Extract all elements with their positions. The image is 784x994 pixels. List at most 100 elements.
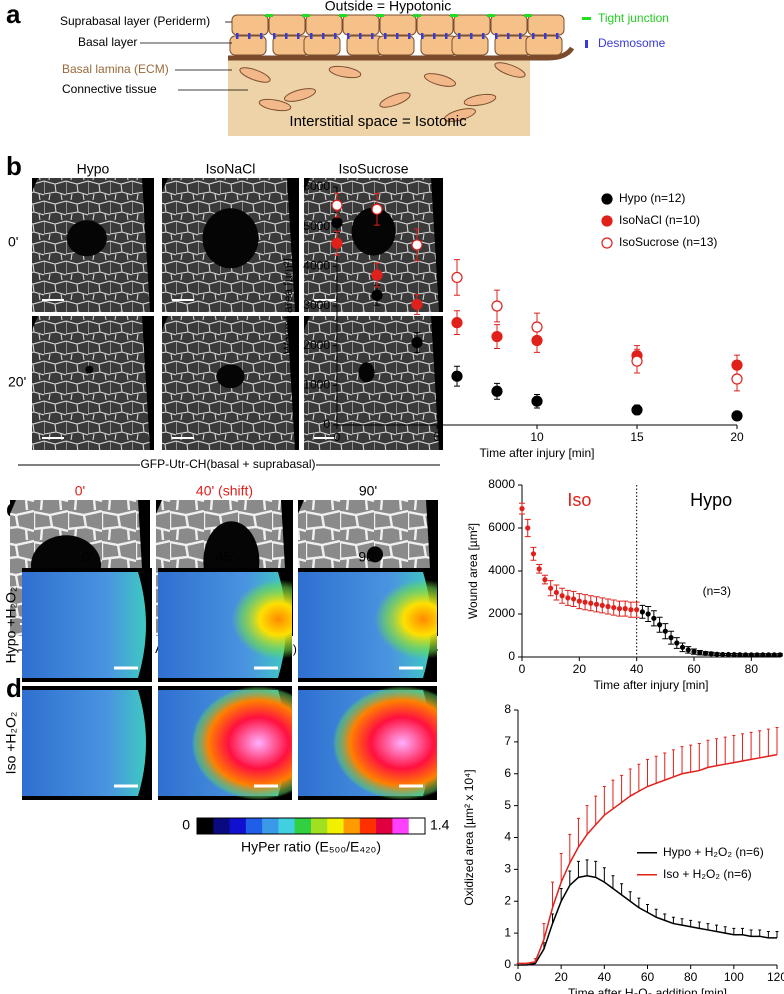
data-point <box>371 289 383 301</box>
wound <box>367 546 383 563</box>
desmosome-mark <box>519 33 522 39</box>
data-point <box>622 606 628 612</box>
connective-cell <box>258 98 292 112</box>
y-tick-label: 8000 <box>488 477 515 491</box>
suprabasal-cell <box>527 14 565 36</box>
data-point <box>553 589 560 596</box>
data-point <box>331 199 343 211</box>
data-point <box>331 217 343 229</box>
error-bar <box>766 931 770 938</box>
data-point <box>725 651 732 658</box>
y-tick-label: 5 <box>504 798 511 812</box>
legend-label: Hypo + H₂O₂ (n=6) <box>663 845 764 859</box>
error-bar <box>559 888 563 902</box>
error-bar <box>663 913 667 921</box>
wound <box>216 364 245 389</box>
x-tick-label: 80 <box>745 662 759 676</box>
error-bar <box>758 730 762 758</box>
colorbar-cell <box>359 818 377 834</box>
legend-label: Iso + H₂O₂ (n=6) <box>663 867 752 881</box>
error-bar <box>689 919 693 927</box>
error-bar <box>620 774 624 803</box>
connective-cell <box>494 62 526 78</box>
connective-cell <box>443 108 477 122</box>
data-point <box>714 651 720 657</box>
error-bar <box>732 735 736 763</box>
tight-junction-mark <box>487 14 495 17</box>
error-bar <box>706 739 710 768</box>
error-bar <box>775 931 779 938</box>
desmosome-mark <box>236 33 239 39</box>
data-point <box>691 649 697 655</box>
error-bar <box>594 795 598 825</box>
legend-desmosome-label: Desmosome <box>598 36 666 50</box>
tissue <box>22 690 146 796</box>
data-point <box>491 300 503 312</box>
error-bar <box>568 870 572 886</box>
desmosome-mark <box>470 33 473 39</box>
colorbar-max: 1.4 <box>430 817 450 833</box>
desmosome-mark <box>532 33 535 39</box>
error-bar <box>654 908 658 918</box>
data-point <box>685 647 691 653</box>
lamina-label: Basal lamina (ECM) <box>62 62 169 76</box>
connective-cell <box>379 92 411 108</box>
column-label: 90' <box>359 483 377 499</box>
wound <box>351 207 396 256</box>
y-tick-label: 3 <box>504 862 511 876</box>
error-bar <box>680 918 684 926</box>
series-label: Hypo <box>690 490 732 510</box>
data-point <box>371 203 383 215</box>
desmosome-mark <box>273 33 276 39</box>
error-bar <box>646 758 649 787</box>
row-label: Hypo +H₂O₂ <box>3 587 19 664</box>
data-point <box>720 651 726 658</box>
colorbar-cell <box>376 818 393 834</box>
error-bar <box>732 927 736 935</box>
data-point <box>639 609 646 615</box>
data-point <box>599 602 605 609</box>
data-point <box>771 652 777 658</box>
basal-lamina <box>228 46 575 61</box>
x-axis-label: Time after H₂O₂ addition [min] <box>568 986 727 994</box>
x-tick-label: 80 <box>684 970 698 984</box>
colorbar-cell <box>213 818 231 834</box>
data-point <box>760 652 766 658</box>
row-label: 0' <box>8 234 18 250</box>
y-tick-label: 0 <box>504 957 511 971</box>
x-tick-label: 60 <box>641 970 655 984</box>
error-bar <box>559 852 563 883</box>
row-label: 20' <box>8 374 26 390</box>
desmosome-mark <box>334 33 337 39</box>
error-bar <box>749 929 753 937</box>
colorbar-cell <box>197 818 214 834</box>
suprabasal-cell <box>305 14 343 36</box>
desmosome-mark <box>359 33 362 39</box>
desmosome-mark <box>248 33 251 39</box>
row-label: Iso +H₂O₂ <box>3 712 19 775</box>
y-tick-label: 5000 <box>303 219 330 233</box>
y-tick-label: 6 <box>504 766 511 780</box>
series-label: Iso <box>567 490 591 510</box>
data-point <box>451 317 463 329</box>
x-axis-label: Time after injury [min] <box>594 678 709 692</box>
colorbar-cell <box>392 818 410 834</box>
legend-label: Hypo (n=12) <box>619 191 685 205</box>
column-label: 45' <box>216 549 234 565</box>
colorbar-cell <box>245 818 263 834</box>
data-point <box>411 336 423 349</box>
suprabasal-cell <box>416 14 454 36</box>
data-point <box>634 607 640 613</box>
y-tick-label: 4000 <box>488 563 515 577</box>
x-tick-label: 20 <box>573 662 587 676</box>
desmosome-mark <box>408 33 411 39</box>
y-tick-label: 0 <box>508 649 515 663</box>
legend-desmosome <box>585 40 588 48</box>
data-point <box>777 652 783 658</box>
x-tick-label: 10 <box>530 430 544 444</box>
error-bar <box>697 921 701 929</box>
colorbar-cell <box>343 818 361 834</box>
data-point <box>593 601 600 607</box>
